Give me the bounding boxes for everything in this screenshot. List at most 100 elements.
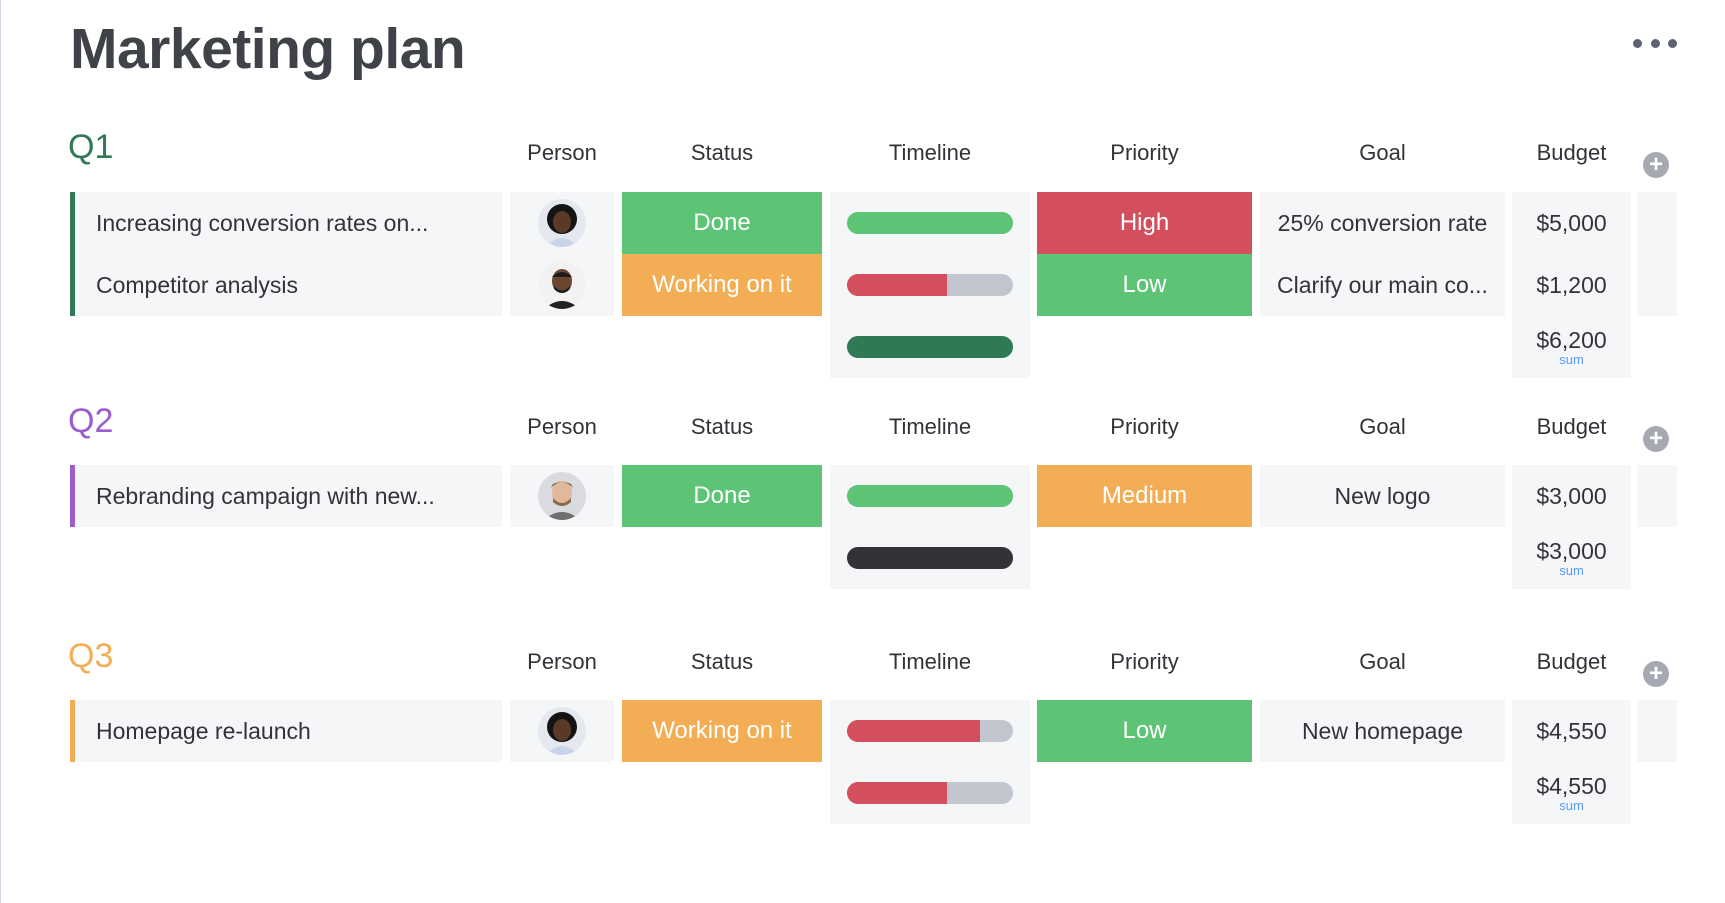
- goal-text[interactable]: New homepage: [1260, 700, 1505, 762]
- column-header-goal[interactable]: Goal: [1359, 649, 1406, 674]
- group-color-bar: [70, 700, 75, 762]
- budget-sum-cell: $6,200 sum: [1512, 316, 1631, 378]
- plus-circle-icon[interactable]: +: [1643, 152, 1669, 178]
- status-label[interactable]: Done: [622, 465, 822, 527]
- timeline-cell[interactable]: [830, 254, 1030, 316]
- column-header-status[interactable]: Status: [690, 414, 754, 439]
- timeline-cell[interactable]: [830, 192, 1030, 254]
- budget-sum-value: $6,200: [1536, 327, 1607, 353]
- empty-cell[interactable]: [1637, 465, 1677, 527]
- group-title[interactable]: Q2: [68, 402, 114, 440]
- table-row[interactable]: Increasing conversion rates on... Done H…: [0, 192, 1725, 254]
- timeline-cell[interactable]: [830, 465, 1030, 527]
- budget-sum-label[interactable]: sum: [1559, 352, 1584, 367]
- goal-text[interactable]: Clarify our main co...: [1260, 254, 1505, 316]
- column-header-priority[interactable]: Priority: [1110, 414, 1179, 439]
- more-horizontal-icon: [1668, 38, 1677, 48]
- priority-label[interactable]: High: [1037, 192, 1252, 254]
- column-header-budget[interactable]: Budget: [1536, 140, 1607, 165]
- budget-sum-label[interactable]: sum: [1559, 563, 1584, 578]
- budget-sum-label[interactable]: sum: [1559, 798, 1584, 813]
- status-label[interactable]: Working on it: [622, 700, 822, 762]
- table-row[interactable]: Homepage re-launch Working on it Low New…: [0, 700, 1725, 762]
- timeline-summary-cell: [830, 527, 1030, 589]
- avatar: [538, 472, 586, 520]
- priority-label[interactable]: Low: [1037, 254, 1252, 316]
- empty-cell[interactable]: [1637, 254, 1677, 316]
- goal-text[interactable]: New logo: [1260, 465, 1505, 527]
- timeline-cell[interactable]: [830, 700, 1030, 762]
- priority-label[interactable]: Medium: [1037, 465, 1252, 527]
- summary-row: $4,550 sum: [0, 762, 1725, 824]
- item-name: Homepage re-launch: [96, 717, 311, 744]
- timeline-bar: [847, 720, 1013, 742]
- item-name: Increasing conversion rates on...: [96, 209, 429, 236]
- more-horizontal-icon: [1650, 38, 1660, 48]
- item-name-cell[interactable]: Homepage re-launch: [70, 700, 502, 762]
- item-name-cell[interactable]: Competitor analysis: [70, 254, 502, 316]
- goal-text[interactable]: 25% conversion rate: [1260, 192, 1505, 254]
- person-cell[interactable]: [510, 465, 614, 527]
- column-header-person[interactable]: Person: [527, 649, 597, 674]
- timeline-summary-cell: [830, 762, 1030, 824]
- budget-value[interactable]: $5,000: [1512, 192, 1631, 254]
- timeline-summary-bar: [847, 782, 1013, 804]
- timeline-summary-cell: [830, 316, 1030, 378]
- column-header-priority[interactable]: Priority: [1110, 140, 1179, 165]
- summary-row: $6,200 sum: [0, 316, 1725, 378]
- column-header-budget[interactable]: Budget: [1536, 414, 1607, 439]
- empty-cell[interactable]: [1637, 700, 1677, 762]
- budget-value[interactable]: $3,000: [1512, 465, 1631, 527]
- column-header-priority[interactable]: Priority: [1110, 649, 1179, 674]
- budget-sum-cell: $3,000 sum: [1512, 527, 1631, 589]
- page-title: Marketing plan: [70, 17, 466, 81]
- group-title[interactable]: Q3: [68, 637, 114, 675]
- plus-circle-icon[interactable]: +: [1643, 661, 1669, 687]
- column-header-person[interactable]: Person: [527, 414, 597, 439]
- more-horizontal-icon: [1633, 38, 1642, 48]
- column-header-goal[interactable]: Goal: [1359, 140, 1406, 165]
- avatar: [538, 261, 586, 309]
- column-header-timeline[interactable]: Timeline: [888, 414, 972, 439]
- summary-row: $3,000 sum: [0, 527, 1725, 589]
- column-header-status[interactable]: Status: [690, 649, 754, 674]
- budget-sum-value: $3,000: [1536, 538, 1607, 564]
- column-header-goal[interactable]: Goal: [1359, 414, 1406, 439]
- timeline-bar: [847, 274, 1013, 296]
- status-label[interactable]: Done: [622, 192, 822, 254]
- left-divider: [0, 0, 1, 903]
- budget-sum-cell: $4,550 sum: [1512, 762, 1631, 824]
- column-header-timeline[interactable]: Timeline: [888, 649, 972, 674]
- empty-cell[interactable]: [1637, 192, 1677, 254]
- person-cell[interactable]: [510, 192, 614, 254]
- person-cell[interactable]: [510, 254, 614, 316]
- avatar: [538, 707, 586, 755]
- priority-label[interactable]: Low: [1037, 700, 1252, 762]
- item-name-cell[interactable]: Increasing conversion rates on...: [70, 192, 502, 254]
- status-label[interactable]: Working on it: [622, 254, 822, 316]
- timeline-summary-bar: [847, 336, 1013, 358]
- avatar: [538, 199, 586, 247]
- budget-sum-value: $4,550: [1536, 773, 1607, 799]
- group-color-bar: [70, 192, 75, 254]
- item-name: Competitor analysis: [96, 271, 298, 298]
- budget-value[interactable]: $4,550: [1512, 700, 1631, 762]
- budget-value[interactable]: $1,200: [1512, 254, 1631, 316]
- group-color-bar: [70, 254, 75, 316]
- person-cell[interactable]: [510, 700, 614, 762]
- more-options-button[interactable]: [1633, 30, 1677, 56]
- timeline-bar: [847, 212, 1013, 234]
- column-header-budget[interactable]: Budget: [1536, 649, 1607, 674]
- table-row[interactable]: Competitor analysis Working on it Low Cl…: [0, 254, 1725, 316]
- timeline-summary-bar: [847, 547, 1013, 569]
- timeline-bar: [847, 485, 1013, 507]
- group-color-bar: [70, 465, 75, 527]
- group-title[interactable]: Q1: [68, 128, 114, 166]
- column-header-person[interactable]: Person: [527, 140, 597, 165]
- table-row[interactable]: Rebranding campaign with new... Done Med…: [0, 465, 1725, 527]
- column-header-status[interactable]: Status: [690, 140, 754, 165]
- item-name: Rebranding campaign with new...: [96, 482, 435, 509]
- column-header-timeline[interactable]: Timeline: [888, 140, 972, 165]
- plus-circle-icon[interactable]: +: [1643, 426, 1669, 452]
- item-name-cell[interactable]: Rebranding campaign with new...: [70, 465, 502, 527]
